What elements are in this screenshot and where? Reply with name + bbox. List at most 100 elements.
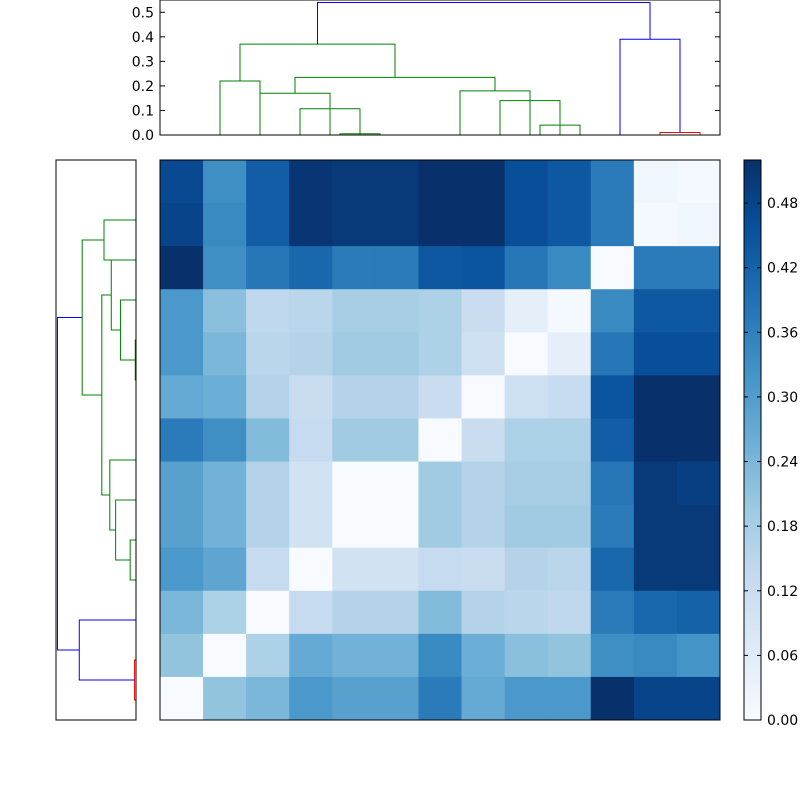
heatmap-cell-9-11 <box>633 547 678 592</box>
heatmap-cell-5-8 <box>504 375 549 419</box>
heatmap-cell-12-12 <box>676 676 721 721</box>
heatmap-cell-11-9 <box>547 633 592 678</box>
heatmap-cell-9-9 <box>547 547 592 592</box>
heatmap-cell-3-7 <box>461 289 506 333</box>
heatmap-cell-4-4 <box>332 332 376 376</box>
heatmap-cell-12-1 <box>203 676 247 721</box>
heatmap-cell-11-11 <box>633 633 678 678</box>
heatmap-cell-11-10 <box>590 633 635 678</box>
top-dendrogram-tick-label: 0.3 <box>132 54 154 70</box>
top-dendrogram-link-3 <box>259 92 331 135</box>
heatmap-cell-11-5 <box>375 633 419 678</box>
heatmap-cell-1-9 <box>547 203 592 247</box>
heatmap-cell-2-9 <box>547 246 592 290</box>
left-dendrogram-link-10 <box>81 239 104 396</box>
heatmap-cell-5-11 <box>633 375 678 419</box>
colorbar: 0.00 0.06 0.12 0.18 0.24 0.30 0.36 0.42 0.48 <box>743 159 798 729</box>
heatmap-cell-6-10 <box>590 418 635 462</box>
heatmap-cell-10-11 <box>633 590 678 635</box>
heatmap-cell-12-0 <box>160 676 204 721</box>
heatmap-cell-4-6 <box>418 332 462 376</box>
left-dendrogram-link-1 <box>78 619 136 681</box>
heatmap-cell-2-2 <box>246 246 290 290</box>
top-dendrogram-link-11 <box>317 1 651 45</box>
heatmap-cell-2-3 <box>289 246 333 290</box>
heatmap-cell-1-3 <box>289 203 333 247</box>
heatmap-cell-9-6 <box>418 547 462 592</box>
left-dendrogram-link-4 <box>110 259 136 331</box>
heatmap-cell-4-2 <box>246 332 290 376</box>
left-dendrogram-link-3 <box>119 299 136 361</box>
heatmap-cell-3-12 <box>676 289 721 333</box>
heatmap-cell-2-7 <box>461 246 506 290</box>
heatmap-cell-1-4 <box>332 203 376 247</box>
heatmap-cell-9-0 <box>160 547 204 592</box>
heatmap-cell-6-6 <box>418 418 462 462</box>
heatmap-cell-3-6 <box>418 289 462 333</box>
left-dendrogram-frame <box>55 159 137 721</box>
heatmap-cell-10-8 <box>504 590 549 635</box>
top-dendrogram-link-0 <box>219 80 261 135</box>
heatmap-cell-9-3 <box>289 547 333 592</box>
top-dendrogram-tick-label: 0.1 <box>132 103 154 119</box>
heatmap-cell-1-2 <box>246 203 290 247</box>
left-dendrogram-link-11 <box>56 317 83 651</box>
heatmap-cell-1-8 <box>504 203 549 247</box>
heatmap-cell-6-1 <box>203 418 247 462</box>
heatmap-cell-8-12 <box>676 504 721 549</box>
heatmap-cell-5-12 <box>676 375 721 419</box>
heatmap-cell-10-5 <box>375 590 419 635</box>
heatmap-cell-8-5 <box>375 504 419 549</box>
heatmap-cell-10-7 <box>461 590 506 635</box>
heatmap-cell-5-6 <box>418 375 462 419</box>
heatmap-cell-7-0 <box>160 461 204 506</box>
heatmap-cell-8-8 <box>504 504 549 549</box>
heatmap-cell-8-1 <box>203 504 247 549</box>
heatmap-cell-7-9 <box>547 461 592 506</box>
heatmap-cell-0-10 <box>590 160 635 204</box>
heatmap-cell-0-2 <box>246 160 290 204</box>
heatmap-cell-3-9 <box>547 289 592 333</box>
colorbar-tick-label: 0.48 <box>767 196 798 212</box>
top-dendrogram-tick-label: 0.5 <box>132 5 154 21</box>
heatmap-cell-10-1 <box>203 590 247 635</box>
top-dendrogram-tick-label: 0.0 <box>132 128 154 144</box>
heatmap-cell-1-10 <box>590 203 635 247</box>
heatmap-cell-6-3 <box>289 418 333 462</box>
heatmap-cell-6-2 <box>246 418 290 462</box>
heatmap-cell-11-3 <box>289 633 333 678</box>
heatmap-cell-4-3 <box>289 332 333 376</box>
heatmap-cell-1-12 <box>676 203 721 247</box>
heatmap-cell-5-7 <box>461 375 506 419</box>
heatmap-cell-6-4 <box>332 418 376 462</box>
heatmap-cell-3-8 <box>504 289 549 333</box>
left-dendrogram-link-7 <box>109 459 136 531</box>
heatmap-cell-8-11 <box>633 504 678 549</box>
heatmap-cell-4-10 <box>590 332 635 376</box>
colorbar-tick-label: 0.12 <box>767 584 798 600</box>
heatmap-cell-3-5 <box>375 289 419 333</box>
heatmap-cell-2-8 <box>504 246 549 290</box>
heatmap-cell-7-12 <box>676 461 721 506</box>
heatmap-cell-8-7 <box>461 504 506 549</box>
heatmap-cell-0-1 <box>203 160 247 204</box>
heatmap-cell-9-4 <box>332 547 376 592</box>
heatmap-cell-12-2 <box>246 676 290 721</box>
heatmap-cell-0-5 <box>375 160 419 204</box>
heatmap-cell-7-6 <box>418 461 462 506</box>
heatmap-cell-10-10 <box>590 590 635 635</box>
heatmap-cell-10-6 <box>418 590 462 635</box>
heatmap-cell-0-6 <box>418 160 462 204</box>
heatmap-cell-6-7 <box>461 418 506 462</box>
heatmap-cell-12-9 <box>547 676 592 721</box>
heatmap-cell-0-11 <box>633 160 678 204</box>
heatmap-cell-5-5 <box>375 375 419 419</box>
heatmap-cell-11-6 <box>418 633 462 678</box>
heatmap-cell-8-3 <box>289 504 333 549</box>
heatmap-cell-2-12 <box>676 246 721 290</box>
heatmap-cell-5-10 <box>590 375 635 419</box>
heatmap-cell-4-0 <box>160 332 204 376</box>
heatmap-cell-10-4 <box>332 590 376 635</box>
heatmap-cell-1-11 <box>633 203 678 247</box>
